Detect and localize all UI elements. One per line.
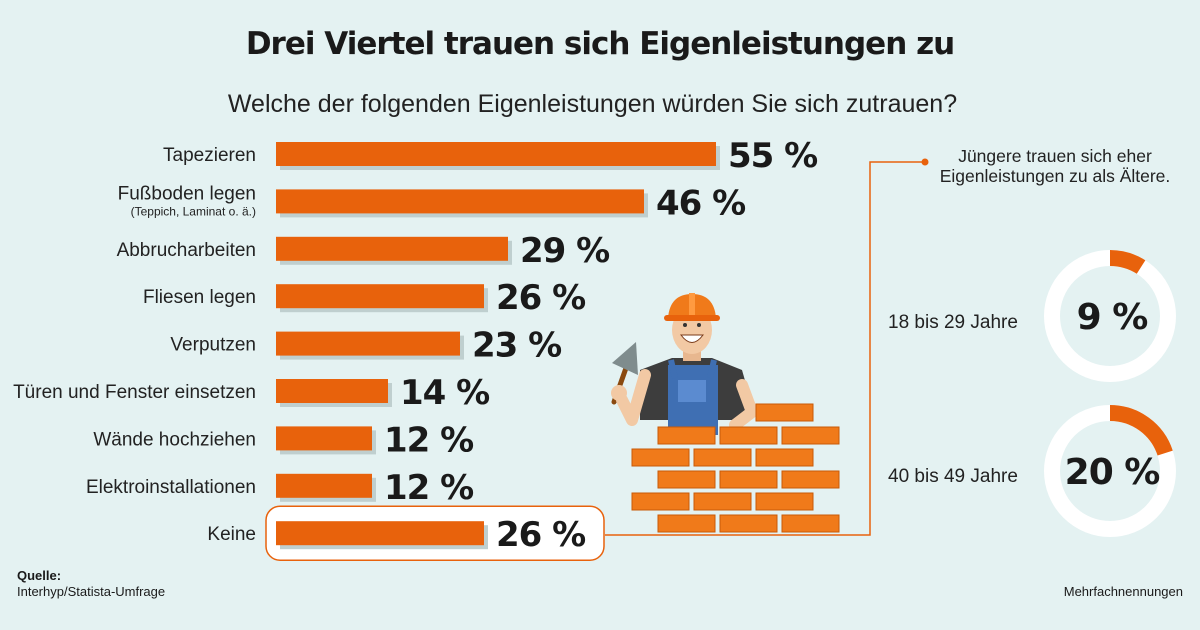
brick [693, 492, 752, 511]
bar-label: Tapezieren [163, 145, 256, 166]
donut-value-18-29: 9 % [1077, 297, 1148, 338]
bar-value-label: 29 % [520, 231, 609, 271]
brick [631, 448, 690, 467]
brick [755, 448, 814, 467]
brick [719, 426, 778, 445]
bar-label: Türen und Fenster einsetzen [13, 382, 256, 403]
brick [719, 514, 778, 533]
brick [657, 514, 716, 533]
bar-value-label: 26 % [496, 278, 585, 318]
chart-title: Drei Viertel trauen sich Eigenleistungen… [245, 26, 955, 62]
bar-label: Abbrucharbeiten [117, 240, 256, 261]
age-label-40-49: 40 bis 49 Jahre [888, 466, 1018, 487]
bar [276, 236, 508, 261]
bar [276, 142, 716, 166]
brick-wall [631, 403, 840, 533]
connector-dot [921, 158, 929, 166]
brick [719, 470, 778, 489]
bar-value-label: 12 % [384, 468, 473, 508]
connector-line [605, 161, 925, 536]
brick [781, 470, 840, 489]
donut-arc-18-29 [1109, 250, 1146, 274]
bar-value-label: 14 % [400, 373, 489, 413]
source-text: Interhyp/Statista-Umfrage [17, 584, 166, 599]
bar-label: Fliesen legen [143, 287, 256, 308]
bars-group: Tapezieren 55 % Fußboden legen(Teppich, La… [13, 136, 818, 561]
donut-40-49: 20 % [1044, 405, 1176, 537]
brick [631, 492, 690, 511]
bar [276, 189, 644, 214]
donut-value-40-49: 20 % [1065, 452, 1160, 493]
bar [276, 426, 372, 451]
donut-18-29: 9 % [1044, 250, 1176, 382]
brick [755, 403, 814, 422]
age-label-18-29: 18 bis 29 Jahre [888, 312, 1018, 333]
chart-subtitle: Welche der folgenden Eigenleistungen wür… [227, 90, 958, 118]
bar-label: Wände hochziehen [93, 429, 256, 450]
brick [693, 448, 752, 467]
donut-arc-40-49 [1109, 405, 1173, 456]
bar-value-label: 23 % [472, 326, 561, 366]
bar-label: Elektroinstallationen [86, 477, 256, 498]
bar-label: Keine [207, 524, 256, 545]
brick [781, 514, 840, 533]
bar-label: Fußboden legen [118, 183, 256, 204]
bar [276, 473, 372, 498]
bar-value-label: 55 % [728, 136, 817, 176]
brick [781, 426, 840, 445]
bar [276, 284, 484, 309]
bar-sublabel: (Teppich, Laminat o. ä.) [131, 204, 256, 218]
source-title: Quelle: [17, 568, 62, 583]
source: Quelle: Interhyp/Statista-Umfrage [17, 568, 165, 600]
bar [276, 521, 484, 546]
age-note: Jüngere trauen sich eher Eigenleistungen… [939, 146, 1171, 186]
bar-value-label: 26 % [496, 515, 585, 555]
bar-value-label: 46 % [656, 183, 745, 223]
brick [657, 470, 716, 489]
footnote: Mehrfachnennungen [1063, 584, 1183, 599]
bar [276, 379, 388, 403]
bar [276, 331, 460, 356]
bar-label: Verputzen [170, 335, 256, 356]
worker-illustration [611, 293, 758, 435]
bar-value-label: 12 % [384, 420, 473, 460]
brick [755, 492, 814, 511]
brick [657, 426, 716, 445]
